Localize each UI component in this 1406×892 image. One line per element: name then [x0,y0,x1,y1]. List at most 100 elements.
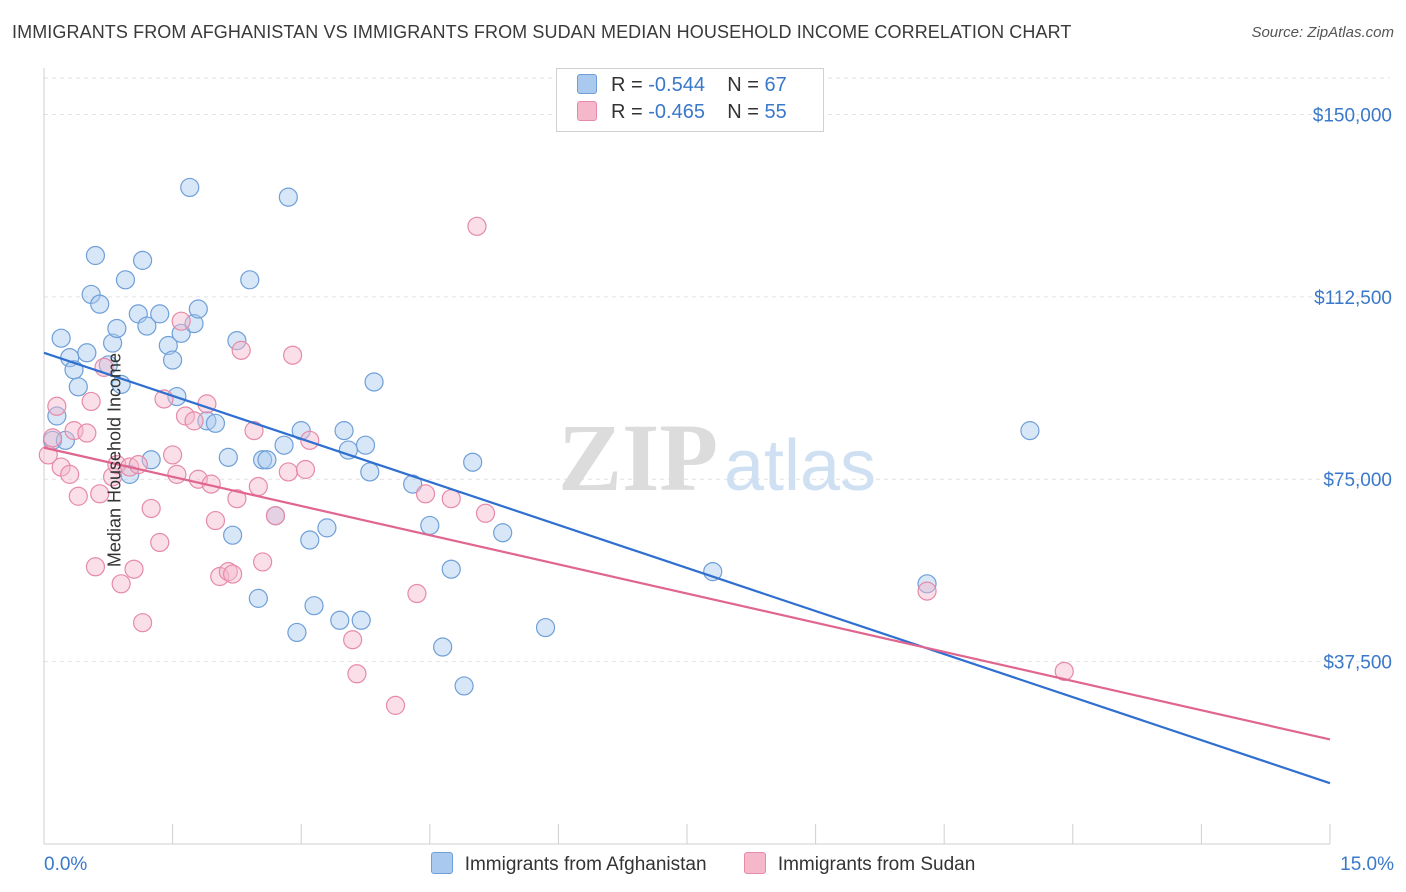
point-afghanistan [433,637,453,657]
point-afghanistan [463,452,483,472]
watermark-atlas: atlas [724,426,876,506]
n-label: N = [727,74,759,96]
point-sudan [90,484,110,504]
y-tick-label: $150,000 [1313,105,1392,126]
point-afghanistan [274,435,294,455]
legend-swatch-afghanistan [577,74,597,94]
n-value: 55 [764,101,787,123]
point-afghanistan [227,331,247,351]
n-label: N = [727,101,759,123]
legend-item-sudan[interactable]: Immigrants from Sudan [743,852,976,876]
point-sudan [248,476,268,497]
data-points [38,177,1074,715]
point-afghanistan [360,462,380,482]
point-afghanistan [287,622,307,643]
legend-label-sudan: Immigrants from Sudan [777,854,976,875]
point-sudan [467,216,487,236]
legend-swatch-sudan [577,101,597,121]
point-afghanistan [278,187,298,207]
point-afghanistan [77,343,97,363]
r-value: -0.465 [648,101,705,123]
point-sudan [167,464,187,484]
point-afghanistan [441,559,461,579]
point-afghanistan [218,447,238,467]
point-sudan [278,462,298,482]
point-sudan [124,559,144,579]
point-sudan [141,498,161,519]
point-sudan [415,484,436,504]
point-afghanistan [107,318,127,339]
point-afghanistan [132,250,153,270]
y-tick-label: $75,000 [1323,470,1392,491]
stats-legend-row-afghanistan: R = -0.544 N = 67 [577,74,787,100]
legend-swatch-sudan [743,852,766,874]
point-afghanistan [163,350,183,370]
point-afghanistan [115,270,136,290]
point-afghanistan [205,413,226,433]
n-value: 67 [764,74,787,96]
x-tick-label: 15.0% [1340,854,1394,875]
point-sudan [441,489,461,509]
point-afghanistan [85,245,106,266]
point-sudan [253,552,273,572]
point-afghanistan [240,270,260,290]
point-afghanistan [300,530,320,550]
point-sudan [132,613,153,633]
point-sudan [300,430,320,450]
point-afghanistan [493,523,513,543]
trend-line-afghanistan [43,351,1331,785]
point-afghanistan [355,435,376,455]
point-afghanistan [248,588,268,608]
point-sudan [42,428,63,448]
point-afghanistan [141,450,161,470]
point-sudan [475,503,496,523]
point-sudan [111,574,131,594]
point-sudan [205,510,226,531]
point-sudan [407,583,427,604]
point-afghanistan [420,515,440,536]
point-sudan [47,396,67,416]
y-tick-label: $37,500 [1323,653,1392,674]
point-afghanistan [47,406,67,426]
point-afghanistan [150,304,170,324]
legend-swatch-afghanistan [430,852,453,874]
r-label: R = [611,74,643,96]
point-sudan [227,489,247,509]
point-afghanistan [330,610,350,630]
point-sudan [1054,661,1074,681]
series-legend: Immigrants from Afghanistan Immigrants f… [0,852,1406,876]
point-sudan [77,423,97,443]
r-label: R = [611,101,643,123]
point-sudan [343,630,363,650]
point-afghanistan [1020,421,1040,441]
point-sudan [385,695,406,715]
point-sudan [81,391,101,412]
point-afghanistan [257,450,277,470]
point-afghanistan [351,610,371,630]
point-sudan [171,311,191,331]
point-sudan [60,464,80,484]
chart-source: Source: ZipAtlas.com [1251,24,1394,41]
point-afghanistan [334,421,354,441]
point-sudan [85,557,106,577]
point-afghanistan [223,525,243,545]
point-afghanistan [454,676,474,696]
point-sudan [231,340,251,360]
point-afghanistan [137,316,157,336]
point-sudan [150,532,170,553]
legend-item-afghanistan[interactable]: Immigrants from Afghanistan [430,852,707,876]
point-sudan [265,506,286,526]
point-afghanistan [68,377,88,397]
point-sudan [295,459,316,480]
point-afghanistan [317,518,337,538]
point-afghanistan [188,299,208,319]
watermark-zip: ZIP [558,404,718,511]
x-tick-label: 0.0% [44,854,87,875]
trend-line-sudan [43,446,1331,741]
point-sudan [184,411,204,431]
point-afghanistan [90,294,110,314]
point-sudan [347,664,367,684]
watermark: ZIP atlas [558,404,876,511]
point-sudan [163,445,183,465]
